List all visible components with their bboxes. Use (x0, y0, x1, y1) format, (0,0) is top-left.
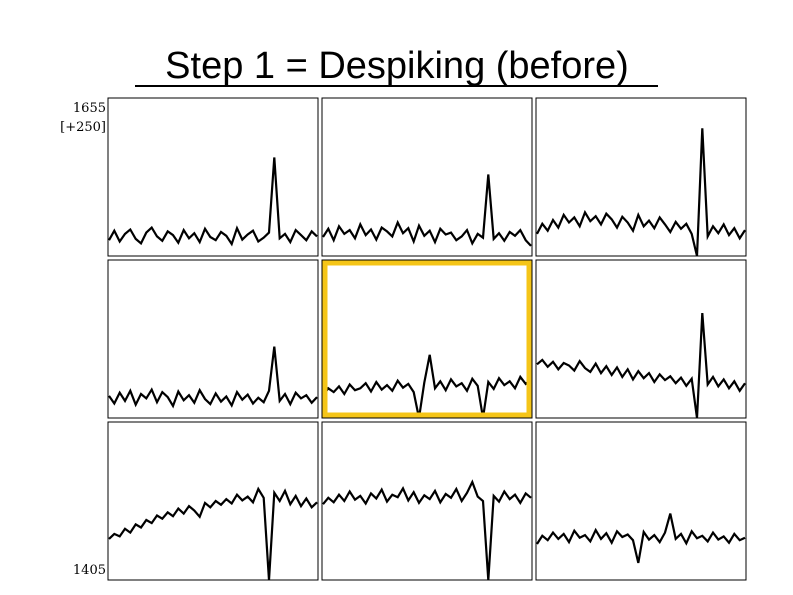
panel-frame (535, 259, 747, 419)
y-tick-label: 1405 (73, 563, 106, 578)
trace (536, 128, 746, 257)
trace (322, 354, 532, 419)
panel-frame (321, 97, 533, 257)
panel-frame (107, 259, 319, 419)
panel-frame (321, 259, 533, 419)
trace (108, 346, 318, 409)
trace (536, 313, 746, 419)
trace (536, 513, 746, 564)
range-label: [+250] (60, 120, 106, 135)
trace (108, 486, 318, 581)
slide-title: Step 1 = Despiking (before) (165, 45, 629, 87)
panel-frame (107, 97, 319, 257)
panel-frame (107, 421, 319, 581)
y-tick-label: 1655 (73, 101, 106, 116)
highlight-frame (322, 260, 532, 418)
trace (322, 174, 532, 247)
trace (108, 157, 318, 247)
trace (322, 479, 532, 581)
panel-frame (535, 421, 747, 581)
panel-frame (535, 97, 747, 257)
